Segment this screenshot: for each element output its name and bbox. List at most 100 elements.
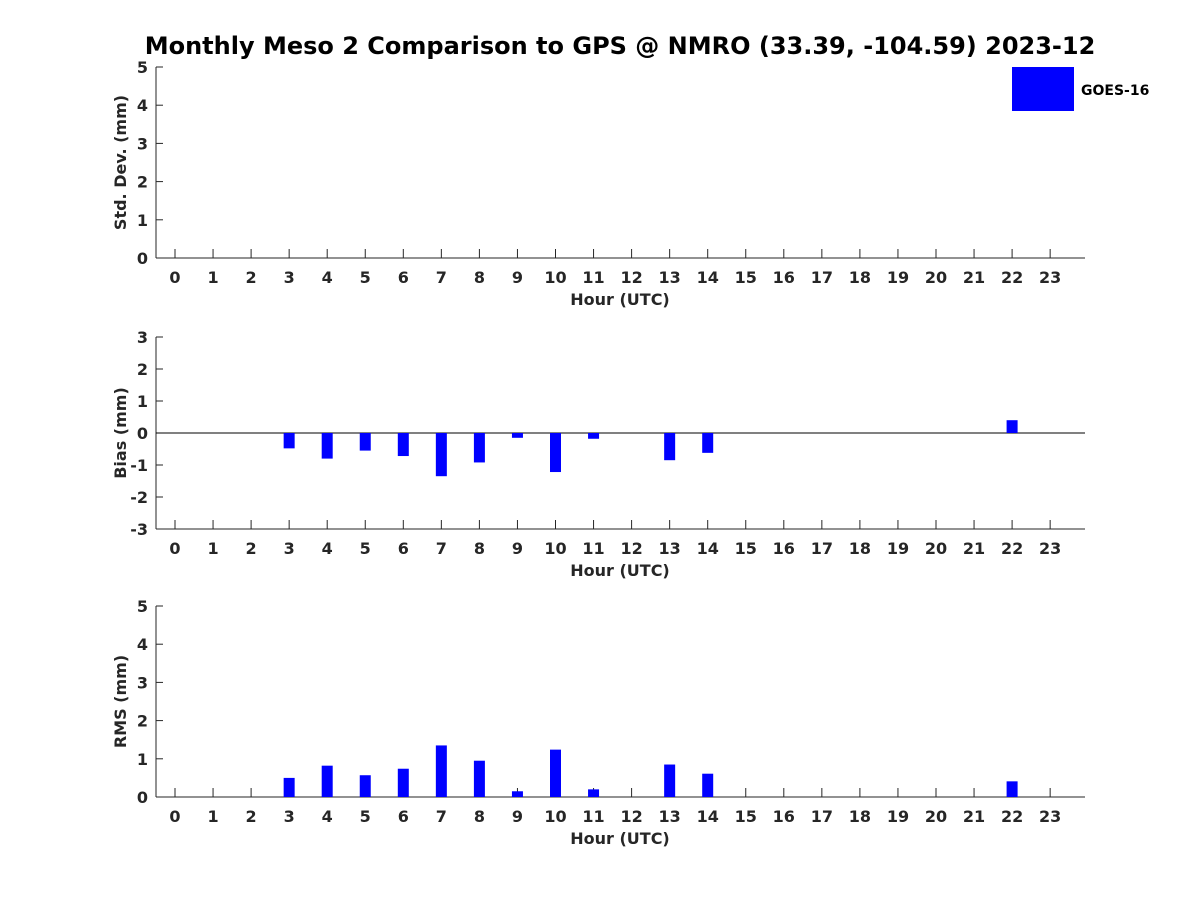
bar-hour-11 xyxy=(588,789,600,797)
bar-hour-5 xyxy=(359,775,371,797)
y-tick-label: -3 xyxy=(130,520,148,539)
bar-hour-10 xyxy=(550,433,561,473)
x-tick-label: 3 xyxy=(284,807,295,826)
x-tick-label: 20 xyxy=(925,539,947,558)
x-tick-label: 21 xyxy=(963,539,985,558)
y-tick-label: 1 xyxy=(137,750,148,769)
x-tick-label: 2 xyxy=(246,807,257,826)
x-tick-label: 6 xyxy=(398,539,409,558)
x-tick-label: 0 xyxy=(169,539,180,558)
x-tick-label: 10 xyxy=(544,268,566,287)
x-axis-label: Hour (UTC) xyxy=(570,290,670,309)
x-tick-label: 13 xyxy=(659,807,681,826)
x-tick-label: 9 xyxy=(512,539,523,558)
x-tick-label: 23 xyxy=(1039,539,1061,558)
x-tick-label: 8 xyxy=(474,539,485,558)
x-tick-label: 23 xyxy=(1039,807,1061,826)
bar-hour-7 xyxy=(435,745,447,797)
bar-hour-9 xyxy=(511,791,523,797)
x-tick-label: 14 xyxy=(697,539,719,558)
x-tick-label: 1 xyxy=(207,539,218,558)
x-tick-label: 22 xyxy=(1001,807,1023,826)
x-tick-label: 11 xyxy=(582,539,604,558)
x-tick-label: 19 xyxy=(887,268,909,287)
x-axis-label: Hour (UTC) xyxy=(570,829,670,848)
y-tick-label: 2 xyxy=(137,360,148,379)
x-tick-label: 2 xyxy=(246,268,257,287)
y-tick-label: 5 xyxy=(137,597,148,616)
bar-hour-6 xyxy=(397,768,409,797)
x-tick-label: 4 xyxy=(322,539,333,558)
y-tick-label: -2 xyxy=(130,488,148,507)
bar-hour-6 xyxy=(397,433,409,457)
x-tick-label: 19 xyxy=(887,539,909,558)
y-axis-label: Bias (mm) xyxy=(111,387,130,479)
y-tick-label: 3 xyxy=(137,673,148,692)
x-tick-label: 3 xyxy=(284,268,295,287)
x-tick-label: 12 xyxy=(620,807,642,826)
bar-hour-8 xyxy=(473,433,485,463)
bar-hour-14 xyxy=(702,433,714,453)
x-tick-label: 5 xyxy=(360,807,371,826)
bar-hour-14 xyxy=(702,773,714,797)
x-tick-label: 19 xyxy=(887,807,909,826)
x-tick-label: 16 xyxy=(773,807,795,826)
x-tick-label: 7 xyxy=(436,268,447,287)
y-tick-label: 0 xyxy=(137,424,148,443)
x-tick-label: 7 xyxy=(436,807,447,826)
x-tick-label: 10 xyxy=(544,807,566,826)
bar-hour-4 xyxy=(321,433,333,459)
x-tick-label: 9 xyxy=(512,807,523,826)
legend: GOES-16 xyxy=(1012,67,1149,111)
x-tick-label: 8 xyxy=(474,807,485,826)
x-tick-label: 17 xyxy=(811,807,833,826)
x-tick-label: 9 xyxy=(512,268,523,287)
y-tick-label: 3 xyxy=(137,328,148,347)
y-tick-label: 0 xyxy=(137,788,148,807)
y-tick-label: 4 xyxy=(137,635,148,654)
bar-hour-13 xyxy=(664,764,676,797)
x-tick-label: 15 xyxy=(735,807,757,826)
bar-hour-5 xyxy=(359,433,371,451)
y-axis-label: Std. Dev. (mm) xyxy=(111,95,130,230)
x-tick-label: 12 xyxy=(620,539,642,558)
y-tick-label: 3 xyxy=(137,134,148,153)
y-tick-label: 2 xyxy=(137,712,148,731)
x-tick-label: 11 xyxy=(582,807,604,826)
x-tick-label: 5 xyxy=(360,539,371,558)
x-tick-label: 5 xyxy=(360,268,371,287)
x-tick-label: 15 xyxy=(735,539,757,558)
y-tick-label: -1 xyxy=(130,456,148,475)
x-tick-label: 17 xyxy=(811,539,833,558)
bar-hour-7 xyxy=(435,433,447,477)
x-tick-label: 14 xyxy=(697,807,719,826)
bar-hour-3 xyxy=(283,777,295,797)
x-tick-label: 1 xyxy=(207,268,218,287)
y-tick-label: 0 xyxy=(137,249,148,268)
x-tick-label: 0 xyxy=(169,807,180,826)
x-tick-label: 1 xyxy=(207,807,218,826)
x-tick-label: 21 xyxy=(963,268,985,287)
y-tick-label: 1 xyxy=(137,211,148,230)
x-tick-label: 22 xyxy=(1001,268,1023,287)
x-tick-label: 14 xyxy=(697,268,719,287)
bar-hour-22 xyxy=(1006,781,1018,797)
bar-hour-4 xyxy=(321,765,333,797)
x-tick-label: 4 xyxy=(322,807,333,826)
bar-hour-10 xyxy=(550,749,561,797)
bar-hour-9 xyxy=(511,433,523,438)
x-tick-label: 6 xyxy=(398,268,409,287)
x-tick-label: 3 xyxy=(284,539,295,558)
bar-hour-11 xyxy=(588,433,600,439)
x-tick-label: 18 xyxy=(849,268,871,287)
x-tick-label: 20 xyxy=(925,268,947,287)
chart-title: Monthly Meso 2 Comparison to GPS @ NMRO … xyxy=(145,32,1096,60)
bar-hour-3 xyxy=(283,433,295,449)
x-tick-label: 2 xyxy=(246,539,257,558)
y-tick-label: 2 xyxy=(137,173,148,192)
x-tick-label: 11 xyxy=(582,268,604,287)
y-axis-label: RMS (mm) xyxy=(111,655,130,748)
x-tick-label: 18 xyxy=(849,807,871,826)
